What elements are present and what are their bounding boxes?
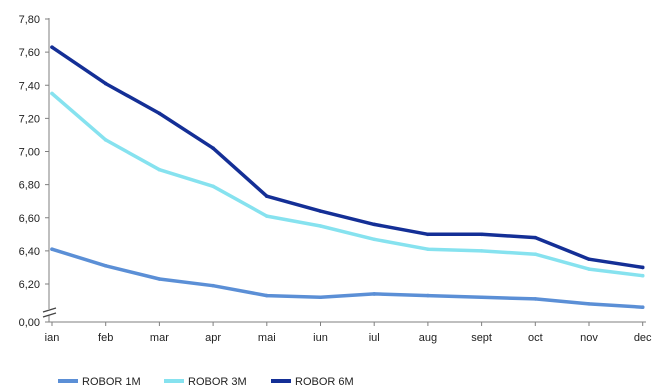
y-tick-label: 7,60 [19,47,40,59]
y-tick-label: 7,80 [19,14,40,26]
data-point [157,277,162,281]
y-tick-label: 7,40 [19,80,40,92]
data-point [211,184,215,189]
x-tick-label: aug [419,332,437,344]
legend-label: ROBOR 1M [82,376,141,387]
data-point [318,224,323,228]
x-tick-label: dec [634,332,652,344]
data-point [265,214,269,218]
series-line-robor-6m [50,45,645,270]
y-tick-label: 6,20 [19,279,40,291]
data-point [265,293,269,298]
x-tick-label: apr [205,332,221,344]
axis-break-mark [42,312,57,318]
data-point [103,81,108,86]
data-point [265,194,269,199]
x-tick-label: nov [580,332,598,344]
data-point [103,263,108,268]
legend-label: ROBOR 6M [295,376,354,387]
data-point [211,146,215,150]
series-lines [50,45,645,309]
x-tick-label: feb [98,332,113,344]
data-point [587,267,591,271]
series-line-robor-1m [50,247,645,309]
x-axis: ian feb mar apr mai iun iul aug sept oct nov dec [45,321,652,344]
data-point [50,45,54,49]
y-axis: 0,00 6,20 6,40 6,60 6,80 7,00 7,20 7,40 7,60 7,80 [19,14,57,329]
data-point [587,302,591,306]
data-point [426,232,430,237]
data-point [318,209,323,213]
axis-break-mark [42,307,57,313]
data-point [50,91,54,96]
series-line-robor-3m [50,91,645,278]
legend: ROBOR 1M ROBOR 3M ROBOR 6M [58,376,354,387]
x-tick-label: iun [313,332,328,344]
data-point [103,138,108,142]
y-tick-label: 0,00 [19,317,40,329]
x-tick-label: oct [528,332,543,344]
data-point [318,295,323,300]
data-point [211,283,215,288]
x-tick-label: mai [258,332,276,344]
data-point [479,232,484,237]
data-point [426,247,430,252]
data-point [640,305,645,309]
x-tick-label: iul [369,332,380,344]
x-tick-label: ian [45,332,60,344]
data-point [372,222,377,227]
legend-label: ROBOR 3M [188,376,247,387]
y-tick-label: 7,20 [19,113,40,125]
data-point [533,297,538,301]
data-point [50,247,54,252]
data-point [533,235,538,240]
data-point [479,249,484,253]
x-tick-label: mar [150,332,169,344]
data-point [587,257,591,261]
y-tick-label: 6,80 [19,180,40,192]
y-tick-label: 6,60 [19,213,40,225]
data-point [157,167,162,172]
x-tick-label: sept [471,332,492,344]
data-point [640,273,645,278]
y-tick-label: 6,40 [19,246,40,258]
data-point [640,265,645,270]
y-tick-label: 7,00 [19,147,40,159]
data-point [372,237,377,242]
data-point [426,293,430,298]
data-point [479,295,484,300]
data-point [533,252,538,256]
data-point [372,292,377,296]
data-point [157,111,162,116]
